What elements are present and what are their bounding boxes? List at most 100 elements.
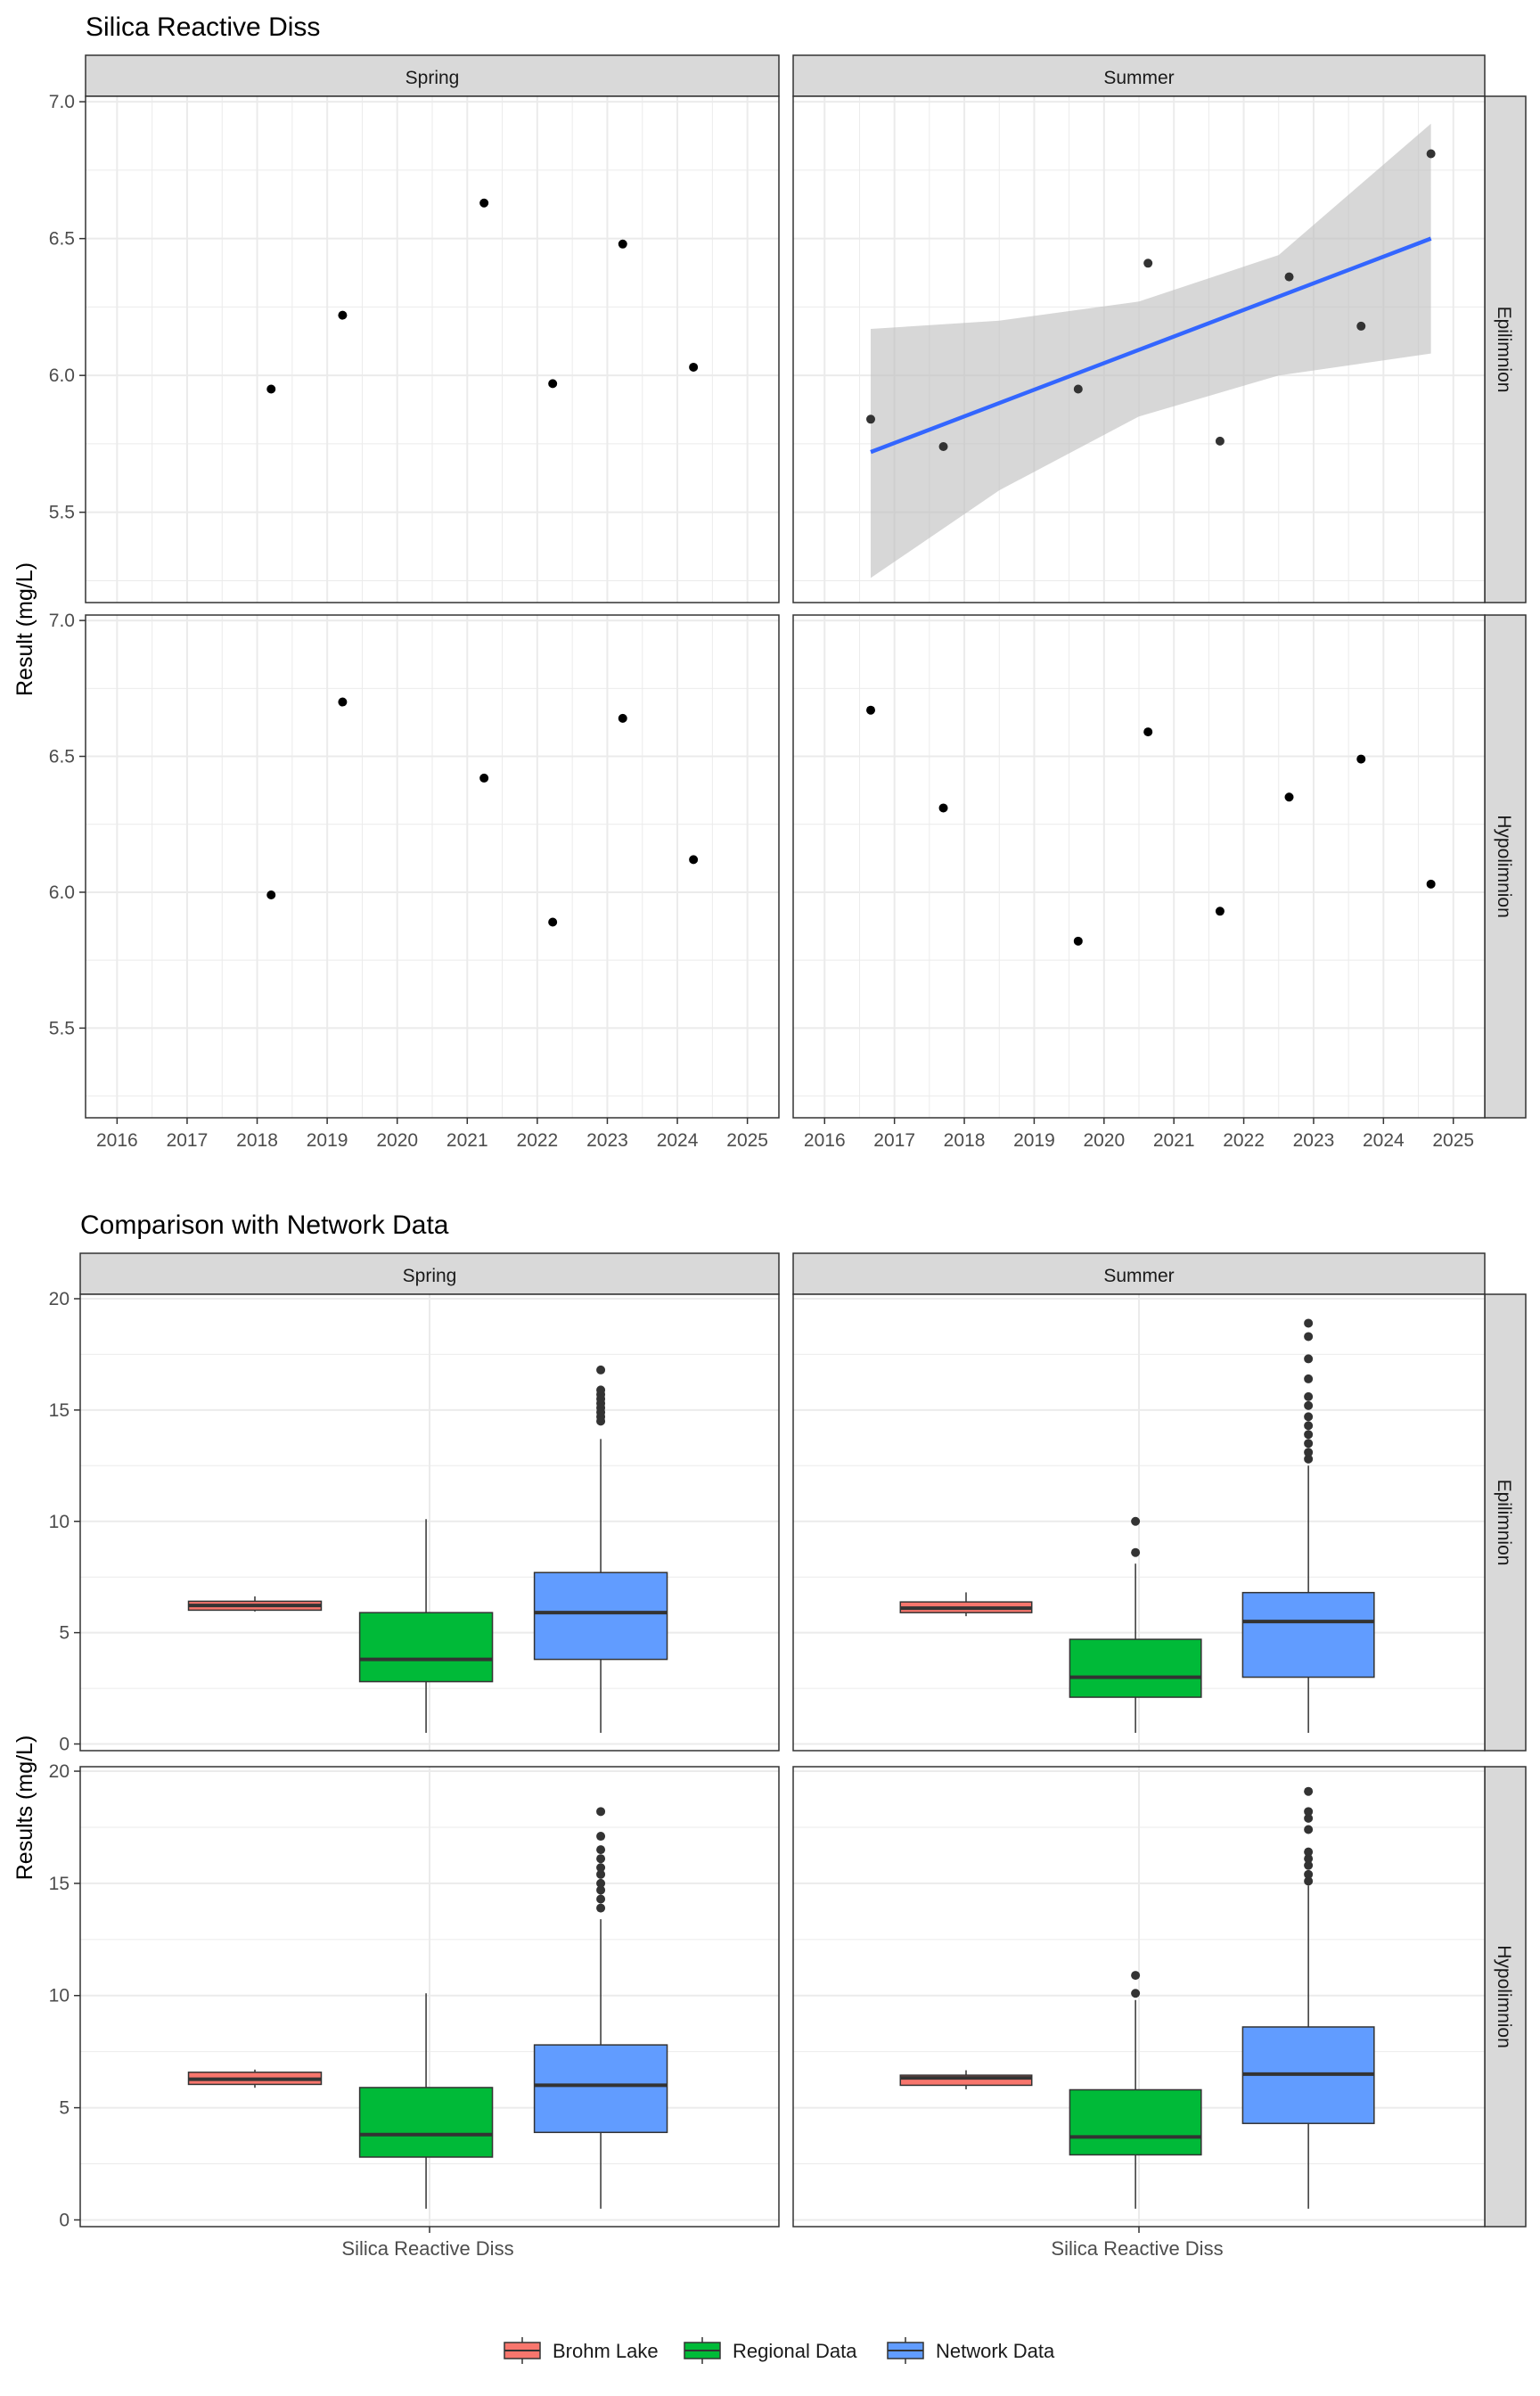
outlier-network-data xyxy=(1304,1430,1314,1440)
outlier-network-data xyxy=(596,1885,606,1895)
x-tick-label: 2024 xyxy=(1363,1130,1405,1151)
outlier-network-data xyxy=(596,1878,606,1888)
y-tick-label: 6.0 xyxy=(49,365,75,386)
outlier-network-data xyxy=(1304,1847,1314,1857)
x-tick-label: 2019 xyxy=(307,1130,348,1151)
bottom-strip-hypolimnion xyxy=(1484,1766,1527,2228)
panel-border xyxy=(85,614,780,1119)
outlier-regional-data xyxy=(1131,1516,1141,1526)
data-point-spring-hypolimnion xyxy=(266,890,276,900)
data-point-summer-hypolimnion xyxy=(1143,727,1153,737)
bottom-panel-spring-epilimnion xyxy=(79,1293,780,1752)
legend-item-brohm-lake: Brohm Lake xyxy=(504,2337,659,2364)
outlier-network-data xyxy=(596,1845,606,1855)
x-tick-label: 2021 xyxy=(1153,1130,1195,1151)
data-point-summer-hypolimnion xyxy=(1356,754,1366,764)
outlier-network-data xyxy=(1304,1374,1314,1383)
y-tick-label: 20 xyxy=(49,1289,70,1309)
outlier-network-data xyxy=(1304,1876,1314,1886)
outlier-regional-data xyxy=(1131,1971,1141,1981)
outlier-network-data xyxy=(1304,1391,1314,1401)
y-tick-label: 6.0 xyxy=(49,882,75,903)
y-tick-label: 10 xyxy=(49,1512,70,1532)
panel-border xyxy=(85,95,780,603)
y-tick-label: 0 xyxy=(59,1735,70,1755)
data-point-summer-hypolimnion xyxy=(938,803,948,813)
y-tick-label: 7.0 xyxy=(49,611,75,631)
data-point-spring-epilimnion xyxy=(338,310,348,320)
top-strip-hypolimnion-label: Hypolimnion xyxy=(1494,815,1514,918)
x-tick-label: 2018 xyxy=(944,1130,986,1151)
outlier-network-data xyxy=(1304,1448,1314,1457)
bottom-panel-summer-epilimnion xyxy=(792,1293,1486,1752)
y-tick-label: 15 xyxy=(49,1874,70,1894)
outlier-network-data xyxy=(596,1854,606,1864)
box-network-data-spring-hypolimnion xyxy=(533,2044,668,2134)
outlier-network-data xyxy=(596,1869,606,1879)
x-tick-label: 2020 xyxy=(376,1130,418,1151)
bottom-strip-spring xyxy=(79,1252,780,1295)
panel-border xyxy=(79,1293,780,1752)
top-axes: 5.5 6.0 6.5 7.0 5.5 6.0 6.5 7.0 2016 2017 2018 2019… xyxy=(49,92,1474,1151)
data-point-summer-epilimnion xyxy=(1284,272,1294,282)
outlier-network-data xyxy=(596,1903,606,1913)
outlier-network-data xyxy=(1304,1421,1314,1431)
bottom-panel-spring-hypolimnion xyxy=(79,1766,780,2228)
x-tick-label: 2022 xyxy=(517,1130,559,1151)
top-y-axis-label: Result (mg/L) xyxy=(12,562,37,696)
data-point-summer-hypolimnion xyxy=(1073,936,1083,946)
bottom-panel-summer-hypolimnion xyxy=(792,1766,1486,2228)
outlier-network-data xyxy=(1304,1439,1314,1448)
box-network-data-summer-epilimnion xyxy=(1241,1591,1375,1678)
outlier-network-data xyxy=(1304,1332,1314,1342)
y-tick-label: 5 xyxy=(59,2098,70,2119)
legend: Brohm Lake Regional Data Network Data xyxy=(504,2337,1055,2364)
x-tick-label: 2025 xyxy=(726,1130,768,1151)
data-point-summer-hypolimnion xyxy=(1215,907,1225,916)
data-point-spring-hypolimnion xyxy=(338,697,348,707)
top-chart-title: Silica Reactive Diss xyxy=(86,12,320,42)
y-tick-label: 0 xyxy=(59,2210,70,2230)
bottom-axes: 0 5 10 15 20 0 5 10 15 20 xyxy=(49,1289,1140,2233)
data-point-spring-epilimnion xyxy=(689,362,699,372)
top-strip-epilimnion xyxy=(1484,95,1527,603)
outlier-network-data xyxy=(596,1894,606,1904)
bottom-x-category-label-spring: Silica Reactive Diss xyxy=(341,2237,513,2260)
data-point-spring-hypolimnion xyxy=(479,773,489,783)
x-tick-label: 2022 xyxy=(1223,1130,1265,1151)
legend-item-regional-data: Regional Data xyxy=(684,2337,857,2364)
bottom-y-axis-label: Results (mg/L) xyxy=(12,1735,37,1881)
outlier-network-data xyxy=(1304,1786,1314,1796)
trend-line-summer-epilimnion xyxy=(870,236,1432,455)
y-tick-label: 10 xyxy=(49,1986,70,2006)
x-tick-label: 2017 xyxy=(167,1130,209,1151)
bottom-x-category-label-summer: Silica Reactive Diss xyxy=(1051,2237,1223,2260)
panel-border xyxy=(792,614,1486,1119)
bottom-strip-summer-label: Summer xyxy=(1103,1266,1174,1286)
box-brohm-lake-summer-hypolimnion xyxy=(899,2074,1033,2087)
data-point-summer-epilimnion xyxy=(866,414,876,424)
x-tick-label: 2020 xyxy=(1083,1130,1125,1151)
outlier-network-data xyxy=(1304,1318,1314,1328)
y-tick-label: 5 xyxy=(59,1623,70,1644)
y-tick-label: 15 xyxy=(49,1400,70,1421)
box-regional-data-spring-hypolimnion xyxy=(358,2087,494,2158)
x-tick-label: 2019 xyxy=(1013,1130,1055,1151)
outlier-network-data xyxy=(596,1365,606,1374)
bottom-strip-hypolimnion-label: Hypolimnion xyxy=(1494,1945,1514,2048)
outlier-regional-data xyxy=(1131,1989,1141,1998)
top-strip-summer-label: Summer xyxy=(1103,68,1174,88)
legend-label-regional-data: Regional Data xyxy=(733,2340,857,2362)
legend-label-brohm-lake: Brohm Lake xyxy=(553,2340,659,2362)
legend-label-network-data: Network Data xyxy=(936,2340,1055,2362)
data-point-spring-epilimnion xyxy=(548,379,558,389)
y-tick-label: 20 xyxy=(49,1761,70,1782)
outlier-network-data xyxy=(1304,1807,1314,1817)
outlier-network-data xyxy=(1304,1869,1314,1879)
data-point-summer-hypolimnion xyxy=(1426,879,1436,889)
y-tick-label: 5.5 xyxy=(49,1018,75,1038)
bottom-strip-summer xyxy=(792,1252,1486,1295)
box-regional-data-spring-epilimnion xyxy=(358,1612,494,1683)
outlier-network-data xyxy=(1304,1825,1314,1834)
x-tick-label: 2023 xyxy=(1293,1130,1335,1151)
